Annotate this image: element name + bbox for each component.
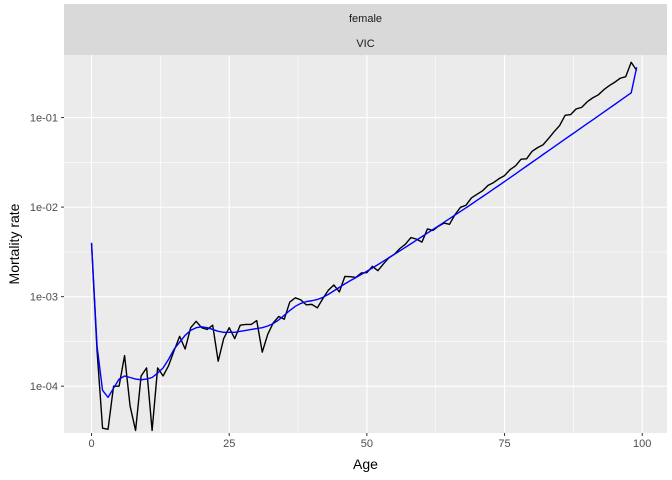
x-tick-label: 0	[88, 438, 94, 450]
y-tick-label: 1e-01	[30, 113, 58, 125]
x-tick-label: 25	[223, 438, 235, 450]
x-axis-title: Age	[353, 456, 378, 472]
y-tick-label: 1e-04	[30, 381, 58, 393]
y-axis-title: Mortality rate	[6, 203, 22, 284]
facet-strip-bottom	[64, 30, 667, 55]
y-tick-label: 1e-02	[30, 202, 58, 214]
x-tick-label: 75	[498, 438, 510, 450]
facet-label-sex: female	[349, 13, 382, 25]
x-tick-label: 50	[361, 438, 373, 450]
facet-strip-top	[64, 4, 667, 30]
grid-lines	[64, 55, 667, 433]
x-tick-label: 100	[633, 438, 651, 450]
axis-ticks: 0 25 50 75 100 1e-04 1e-03 1e-02 1e-01	[30, 113, 652, 450]
smoothed-rate-line	[90, 67, 638, 399]
facet-label-state: VIC	[356, 38, 374, 50]
series-lines	[90, 61, 638, 432]
y-tick-label: 1e-03	[30, 292, 58, 304]
